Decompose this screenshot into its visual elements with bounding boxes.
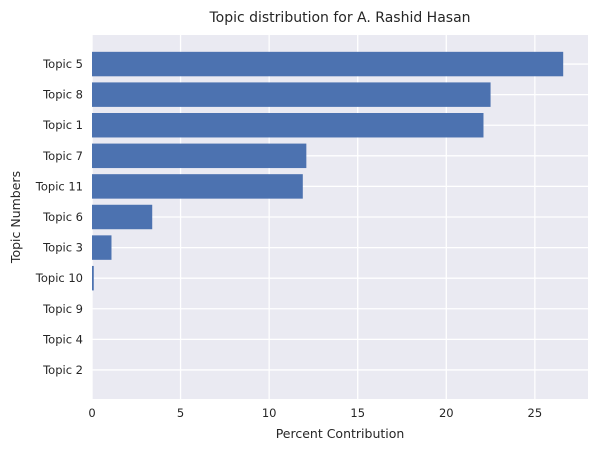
x-tick-labels: 0 5 10 15 20 25 <box>88 406 542 420</box>
bar <box>92 235 112 260</box>
y-tick-label: Topic 7 <box>42 149 83 163</box>
y-tick-label: Topic 10 <box>35 271 83 285</box>
x-tick-label: 5 <box>177 406 184 420</box>
bar <box>92 51 564 77</box>
x-tick-label: 10 <box>262 406 277 420</box>
chart-title: Topic distribution for A. Rashid Hasan <box>208 10 470 26</box>
y-tick-label: Topic 6 <box>42 210 83 224</box>
y-tick-label: Topic 2 <box>42 363 83 377</box>
x-tick-label: 25 <box>528 406 543 420</box>
bar <box>92 113 484 138</box>
y-tick-label: Topic 9 <box>42 302 83 316</box>
y-tick-label: Topic 3 <box>42 241 83 255</box>
y-tick-labels: Topic 5 Topic 8 Topic 1 Topic 7 Topic 11 Topi… <box>35 57 83 377</box>
bar <box>92 174 303 199</box>
y-tick-label: Topic 11 <box>35 179 83 193</box>
bar <box>92 82 491 107</box>
x-tick-label: 0 <box>88 406 95 420</box>
y-tick-label: Topic 1 <box>42 118 83 132</box>
bar-series <box>92 51 564 291</box>
y-axis-label: Topic Numbers <box>8 171 23 264</box>
bar <box>92 143 307 169</box>
y-tick-label: Topic 8 <box>42 88 83 102</box>
x-tick-label: 15 <box>350 406 365 420</box>
x-axis-label: Percent Contribution <box>276 426 405 441</box>
y-tick-label: Topic 4 <box>42 332 83 346</box>
y-tick-label: Topic 5 <box>42 57 83 71</box>
bar <box>92 265 94 291</box>
bar <box>92 204 153 230</box>
x-tick-label: 20 <box>439 406 454 420</box>
